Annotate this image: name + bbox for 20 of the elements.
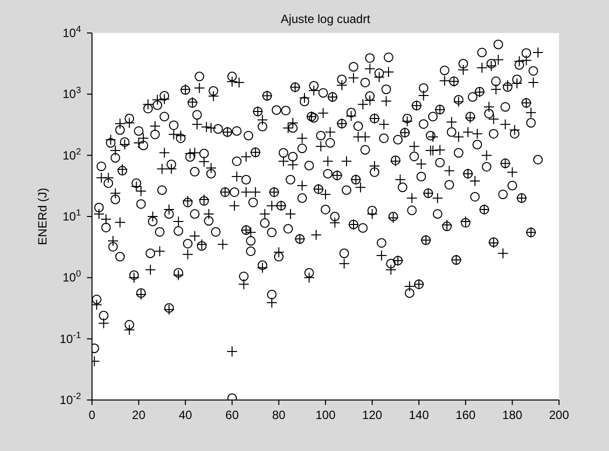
y-tick-label: 10$^{1}$ [62, 208, 81, 224]
x-tick-label: 160 [456, 408, 476, 422]
y-axis-title: ENERd (J) [35, 188, 50, 246]
y-tick-label: 10$^{2}$ [62, 146, 81, 162]
x-tick-label: 20 [132, 408, 146, 422]
y-tick-label: 10$^{-2}$ [60, 391, 81, 407]
y-tick-label: 10$^{3}$ [62, 85, 81, 102]
x-tick-label: 40 [178, 408, 192, 422]
x-tick-label: 60 [225, 408, 240, 422]
x-tick-label: 0 [88, 408, 96, 422]
x-tick-label: 100 [315, 408, 336, 422]
x-tick-label: 120 [362, 408, 383, 422]
x-tick-label: 200 [548, 408, 570, 422]
y-tick-label: 10$^{-1}$ [60, 330, 81, 346]
y-tick-label: 10$^{0}$ [62, 268, 81, 285]
y-tick-label: 10$^{4}$ [62, 24, 81, 40]
x-tick-label: 80 [272, 408, 286, 422]
x-tick-label: 180 [502, 408, 523, 422]
chart-title: Ajuste log cuadrt [280, 12, 372, 26]
x-tick-label: 140 [408, 408, 430, 422]
